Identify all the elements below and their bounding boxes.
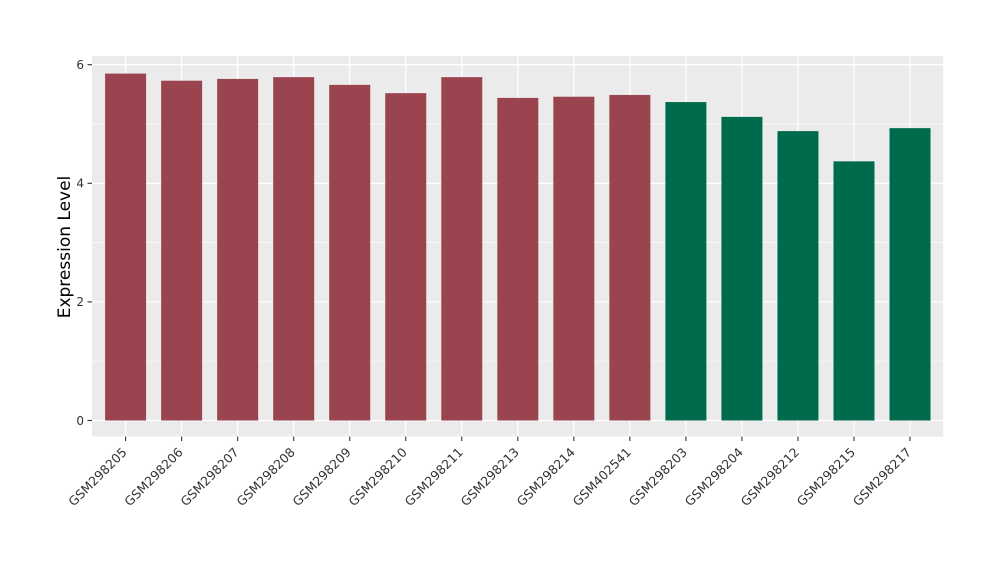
x-tick-label-GSM298205: GSM298205 <box>65 445 129 509</box>
x-tick-label-GSM298206: GSM298206 <box>121 444 185 508</box>
x-tick-label-GSM298211: GSM298211 <box>401 445 465 509</box>
bar-GSM402541 <box>609 94 651 421</box>
y-tick-label-6: 6 <box>76 58 84 72</box>
bar-GSM298210 <box>385 93 427 421</box>
x-tick-label-GSM298213: GSM298213 <box>457 445 521 509</box>
bar-GSM298214 <box>553 96 595 421</box>
bar-GSM298203 <box>665 102 707 421</box>
x-tick-label-GSM298214: GSM298214 <box>514 444 578 508</box>
y-axis-title: Expression Level <box>55 175 75 319</box>
y-tick-label-4: 4 <box>76 177 84 191</box>
x-tick-label-GSM298217: GSM298217 <box>850 445 914 509</box>
x-tick-label-GSM298215: GSM298215 <box>794 445 858 509</box>
x-tick-label-GSM298204: GSM298204 <box>682 444 746 508</box>
x-tick-label-GSM298212: GSM298212 <box>738 445 802 509</box>
y-tick-label-0: 0 <box>76 414 84 428</box>
y-tick-label-2: 2 <box>76 295 84 309</box>
bar-GSM298212 <box>777 131 819 421</box>
x-tick-label-GSM298207: GSM298207 <box>177 445 241 509</box>
bar-GSM298215 <box>833 161 875 421</box>
bar-GSM298208 <box>273 77 315 421</box>
bar-GSM298207 <box>217 78 259 421</box>
bar-GSM298205 <box>105 73 147 421</box>
bar-GSM298206 <box>161 80 203 421</box>
bar-GSM298211 <box>441 77 483 421</box>
x-tick-label-GSM298210: GSM298210 <box>345 444 409 508</box>
bar-GSM298204 <box>721 116 763 421</box>
x-tick-label-GSM298203: GSM298203 <box>626 445 690 509</box>
x-tick-label-GSM402541: GSM402541 <box>570 445 634 509</box>
bar-GSM298213 <box>497 97 539 421</box>
x-tick-label-GSM298208: GSM298208 <box>233 444 297 508</box>
bar-GSM298209 <box>329 84 371 421</box>
bar-GSM298217 <box>889 128 931 421</box>
x-tick-label-GSM298209: GSM298209 <box>289 444 353 508</box>
